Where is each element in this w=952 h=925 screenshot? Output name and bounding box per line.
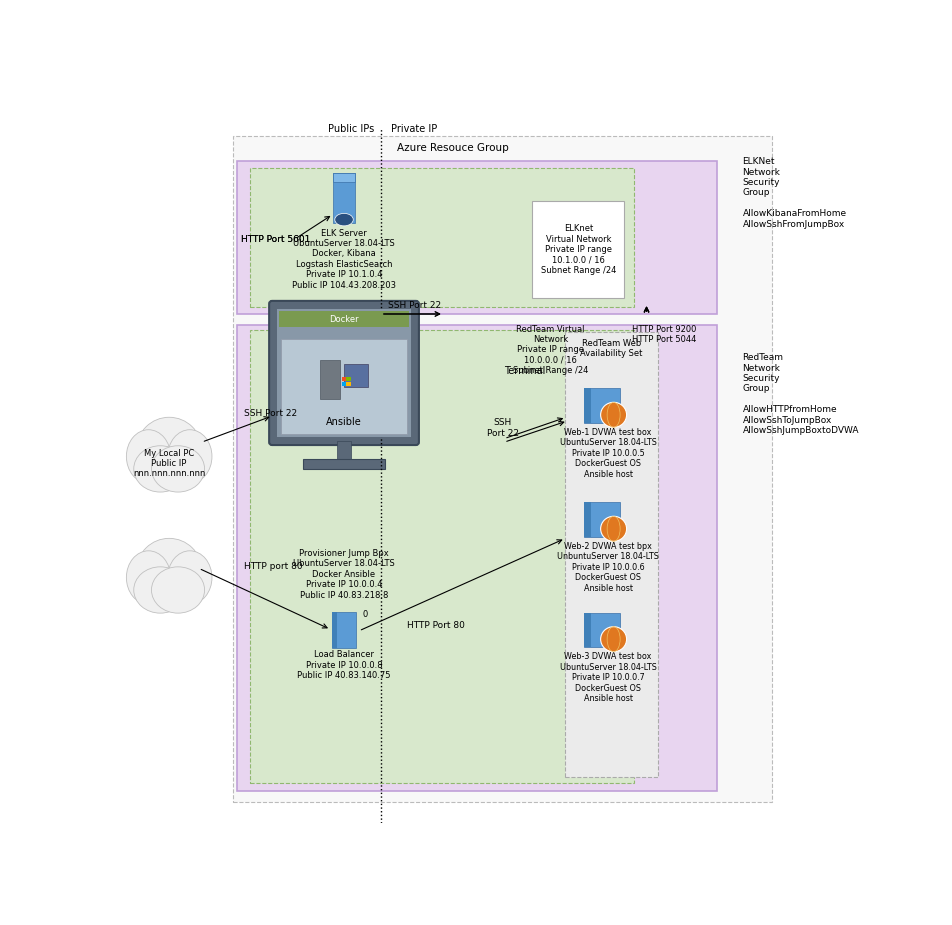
- Ellipse shape: [601, 516, 626, 541]
- FancyBboxPatch shape: [277, 309, 411, 438]
- FancyBboxPatch shape: [585, 612, 620, 648]
- Text: HTTP Port 9200
HTTP Port 5044: HTTP Port 9200 HTTP Port 5044: [632, 325, 696, 344]
- Ellipse shape: [151, 446, 205, 492]
- FancyBboxPatch shape: [304, 459, 385, 469]
- Ellipse shape: [168, 430, 212, 483]
- Ellipse shape: [601, 626, 626, 652]
- FancyBboxPatch shape: [233, 136, 772, 802]
- FancyBboxPatch shape: [333, 173, 355, 223]
- FancyBboxPatch shape: [585, 612, 591, 648]
- FancyBboxPatch shape: [332, 611, 356, 648]
- FancyBboxPatch shape: [344, 364, 368, 387]
- FancyBboxPatch shape: [565, 332, 658, 777]
- Text: Web-3 DVWA test box
UbuntuServer 18.04-LTS
Private IP 10.0.0.7
DockerGuest OS
An: Web-3 DVWA test box UbuntuServer 18.04-L…: [560, 652, 657, 703]
- Text: Web-2 DVWA test bpx
UnbuntuServer 18.04-LTS
Private IP 10.0.0.6
DockerGuest OS
A: Web-2 DVWA test bpx UnbuntuServer 18.04-…: [557, 542, 659, 593]
- Ellipse shape: [133, 567, 187, 613]
- Text: My Local PC
Public IP
nnn.nnn.nnn.nnn: My Local PC Public IP nnn.nnn.nnn.nnn: [133, 449, 206, 478]
- FancyBboxPatch shape: [281, 339, 407, 434]
- Text: HTTP Port 80: HTTP Port 80: [407, 622, 466, 631]
- Ellipse shape: [133, 446, 187, 492]
- Text: RedTeam Virtual
Network
Private IP range
10.0.0.0 / 16
Subnet Range /24: RedTeam Virtual Network Private IP range…: [513, 325, 588, 376]
- Ellipse shape: [127, 430, 170, 483]
- Text: Terminal: Terminal: [505, 366, 545, 376]
- FancyBboxPatch shape: [250, 168, 634, 307]
- Text: ELK Server
UbuntuServer 18.04-LTS
Docker, Kibana
Logstash ElasticSearch
Private : ELK Server UbuntuServer 18.04-LTS Docker…: [292, 228, 396, 290]
- Text: Public IPs: Public IPs: [328, 124, 374, 134]
- FancyBboxPatch shape: [250, 330, 634, 783]
- Text: Provisioner Jump Bpx
UbuntuServer 18.04-LTS
Docker Ansible
Private IP 10.0.0.4
P: Provisioner Jump Bpx UbuntuServer 18.04-…: [293, 549, 395, 599]
- FancyBboxPatch shape: [280, 311, 408, 327]
- Text: RedTeam
Network
Security
Group

AllowHTTPfromHome
AllowSshToJumpBox
AllowSshJump: RedTeam Network Security Group AllowHTTP…: [743, 353, 859, 435]
- FancyBboxPatch shape: [532, 202, 625, 298]
- Text: ELKnet
Virtual Network
Private IP range
10.1.0.0 / 16
Subnet Range /24: ELKnet Virtual Network Private IP range …: [541, 224, 616, 275]
- FancyBboxPatch shape: [342, 382, 346, 386]
- Ellipse shape: [151, 567, 205, 613]
- Ellipse shape: [168, 550, 212, 604]
- FancyBboxPatch shape: [347, 382, 351, 386]
- FancyBboxPatch shape: [269, 301, 419, 445]
- FancyBboxPatch shape: [333, 173, 355, 182]
- Text: Docker: Docker: [329, 314, 359, 324]
- Text: SSH Port 22: SSH Port 22: [387, 301, 441, 310]
- FancyBboxPatch shape: [332, 611, 337, 648]
- FancyBboxPatch shape: [585, 388, 591, 423]
- Ellipse shape: [137, 538, 202, 602]
- Text: 0: 0: [363, 610, 367, 619]
- Text: ELKNet
Network
Security
Group

AllowKibanaFromHome
AllowSshFromJumpBox: ELKNet Network Security Group AllowKiban…: [743, 157, 846, 228]
- Text: Ansible: Ansible: [327, 417, 362, 427]
- Text: HTTP port 80: HTTP port 80: [245, 562, 303, 572]
- Text: SSH Port 22: SSH Port 22: [245, 409, 298, 418]
- Text: HTTP Port 5601: HTTP Port 5601: [242, 235, 311, 243]
- FancyBboxPatch shape: [237, 325, 717, 791]
- Text: Private IP: Private IP: [391, 124, 437, 134]
- FancyBboxPatch shape: [585, 502, 620, 536]
- Ellipse shape: [137, 417, 202, 481]
- FancyBboxPatch shape: [342, 376, 346, 381]
- Text: Azure Resouce Group: Azure Resouce Group: [397, 143, 508, 153]
- Text: HTTP Port 5601: HTTP Port 5601: [241, 235, 310, 243]
- FancyBboxPatch shape: [585, 502, 591, 536]
- Text: SSH
Port 22: SSH Port 22: [486, 418, 519, 438]
- FancyBboxPatch shape: [585, 388, 620, 423]
- Text: RedTeam Web
Availability Set: RedTeam Web Availability Set: [581, 339, 643, 358]
- FancyBboxPatch shape: [320, 360, 341, 400]
- Text: Web-1 DVWA test box
UbuntuServer 18.04-LTS
Private IP 10.0.0.5
DockerGuest OS
An: Web-1 DVWA test box UbuntuServer 18.04-L…: [560, 428, 657, 478]
- Ellipse shape: [127, 550, 170, 604]
- FancyBboxPatch shape: [337, 441, 351, 460]
- Ellipse shape: [601, 402, 626, 427]
- Ellipse shape: [335, 214, 353, 226]
- FancyBboxPatch shape: [237, 161, 717, 314]
- FancyBboxPatch shape: [347, 376, 351, 381]
- Text: Load Balancer
Private IP 10.0.0.8
Public IP 40.83.140.75: Load Balancer Private IP 10.0.0.8 Public…: [297, 650, 390, 680]
